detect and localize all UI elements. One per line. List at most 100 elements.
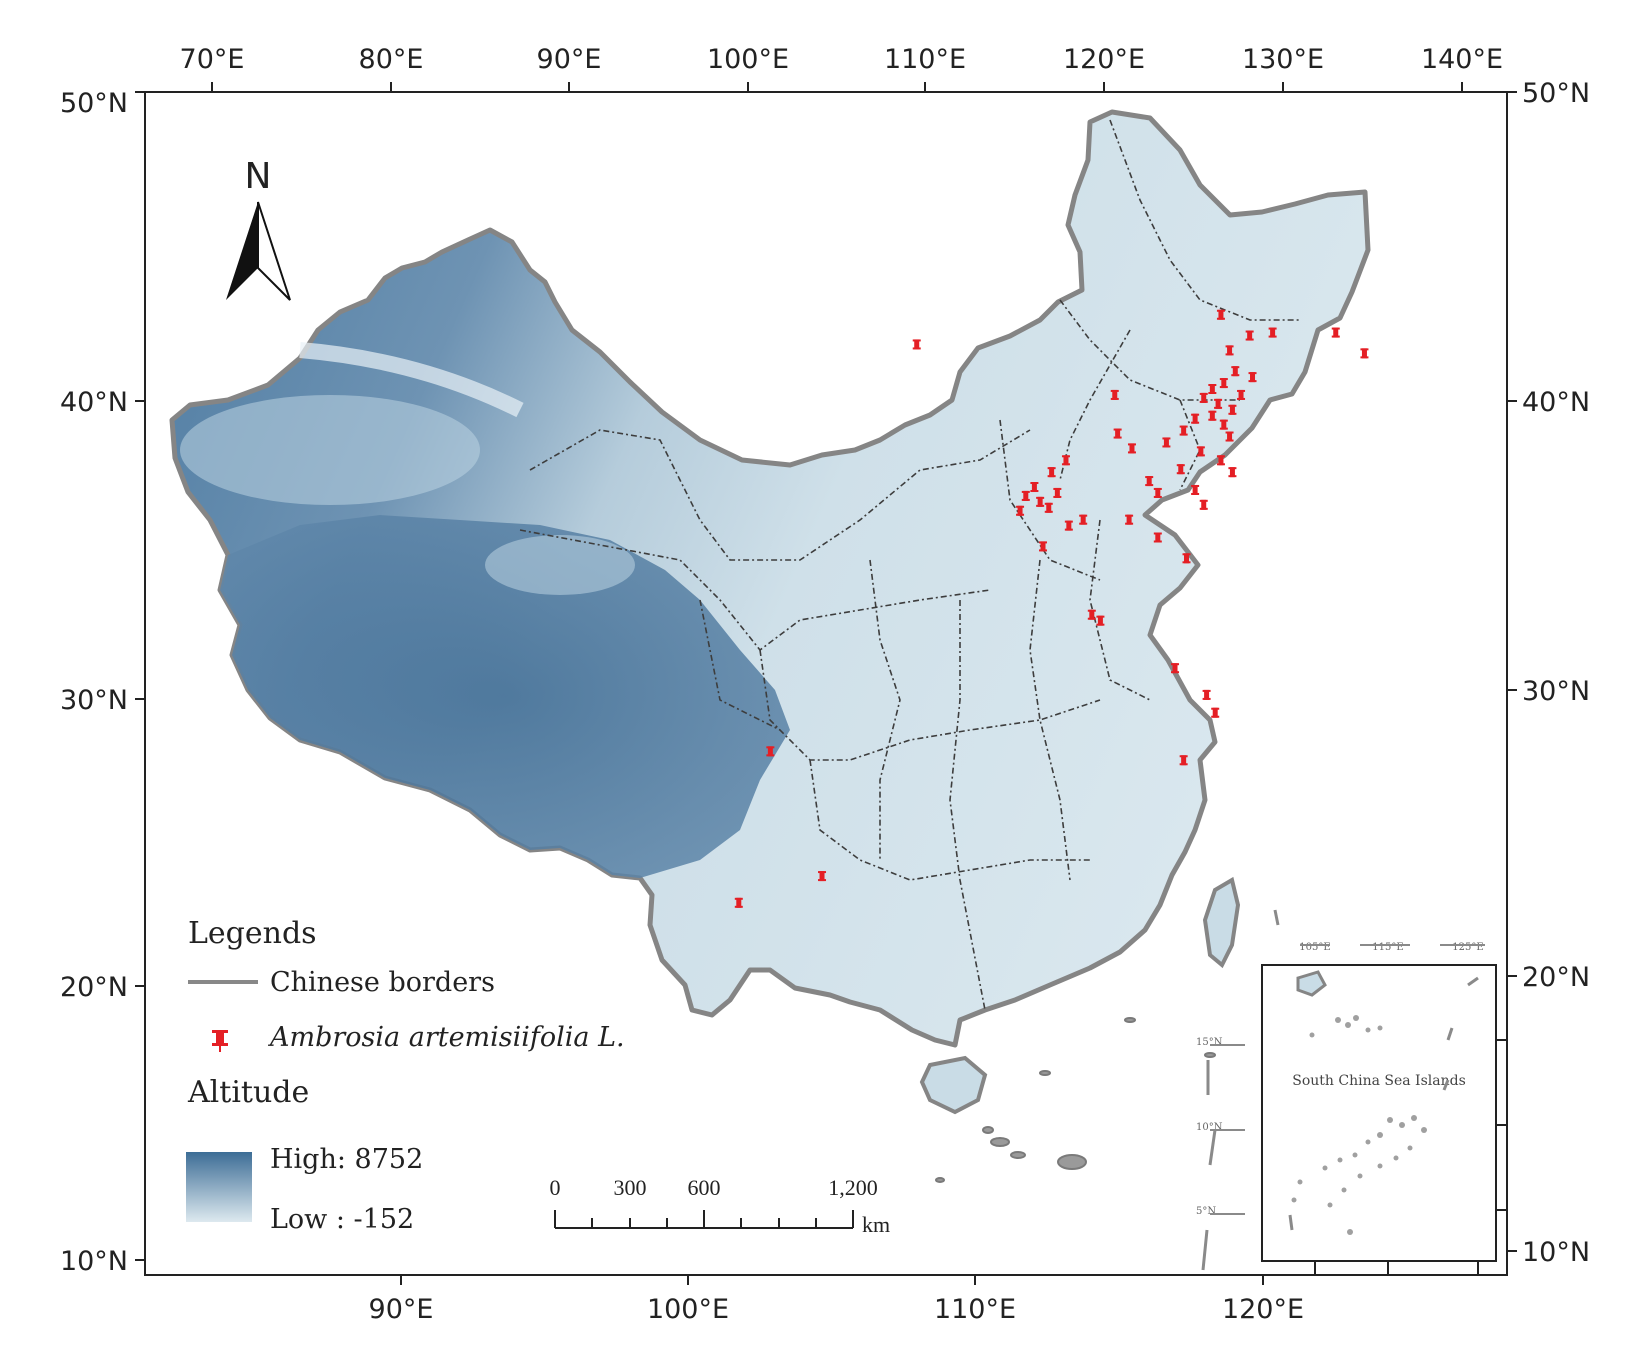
species-legend-marker-icon	[212, 1030, 228, 1052]
occurrence-marker	[1211, 707, 1220, 718]
species-legend-label: Ambrosia artemisiifolia L.	[267, 1022, 625, 1053]
top-axis-label: 90°E	[537, 44, 602, 75]
altitude-gradient-swatch	[186, 1152, 252, 1222]
top-axis-label: 110°E	[884, 44, 966, 75]
occurrence-marker	[1030, 482, 1039, 493]
occurrence-marker	[766, 746, 775, 757]
occurrence-marker	[1179, 755, 1188, 766]
inset-top-tick: 105°E	[1299, 942, 1330, 953]
occurrence-marker	[1199, 499, 1208, 510]
china-landmass	[169, 109, 1371, 1271]
occurrence-marker	[1219, 419, 1228, 430]
occurrence-marker	[1360, 348, 1369, 359]
left-axis-label: 40°N	[60, 387, 128, 418]
inset-left-tick: 10°N	[1196, 1122, 1223, 1133]
border-legend-label: Chinese borders	[270, 967, 495, 998]
occurrence-marker	[1171, 663, 1180, 674]
occurrence-marker	[734, 897, 743, 908]
occurrence-marker	[1125, 514, 1134, 525]
occurrence-marker	[1199, 392, 1208, 403]
left-axis-labels: 50°N 40°N 30°N 20°N 10°N	[60, 88, 128, 1277]
occurrence-marker	[1245, 330, 1254, 341]
occurrence-marker	[1228, 467, 1237, 478]
top-axis-label: 70°E	[180, 44, 245, 75]
altitude-high-label: High: 8752	[270, 1144, 423, 1175]
legend-title: Legends	[188, 916, 317, 951]
occurrence-marker	[1196, 446, 1205, 457]
right-axis-label: 50°N	[1522, 78, 1590, 109]
occurrence-marker	[1044, 502, 1053, 513]
bottom-axis-labels: 90°E 100°E 110°E 120°E	[369, 1294, 1305, 1325]
occurrence-marker	[1061, 455, 1070, 466]
occurrence-marker	[1110, 389, 1119, 400]
altitude-legend-title: Altitude	[187, 1075, 309, 1110]
occurrence-marker	[1053, 487, 1062, 498]
occurrence-marker	[1176, 464, 1185, 475]
occurrence-marker	[1225, 345, 1234, 356]
left-axis-label: 10°N	[60, 1246, 128, 1277]
occurrence-marker	[1219, 378, 1228, 389]
north-arrow: N	[226, 156, 291, 301]
occurrence-marker	[1113, 428, 1122, 439]
occurrence-marker	[1153, 487, 1162, 498]
occurrence-marker	[1225, 431, 1234, 442]
occurrence-marker	[1087, 609, 1096, 620]
scale-bar: 0 300 600 1,200 km	[550, 1175, 891, 1237]
top-axis-label: 80°E	[359, 44, 424, 75]
top-axis-label: 130°E	[1242, 44, 1324, 75]
occurrence-marker	[1016, 505, 1025, 516]
provincial-borders	[519, 119, 1300, 1011]
occurrence-marker	[1162, 437, 1171, 448]
scale-tick-label: 300	[614, 1175, 647, 1200]
south-china-sea-inset: 105°E 115°E 125°E 15°N 10°N 5°N South Ch…	[1196, 942, 1507, 1275]
occurrence-marker	[1216, 309, 1225, 320]
bottom-axis-label: 90°E	[369, 1294, 434, 1325]
occurrence-marker	[1047, 467, 1056, 478]
occurrence-marker	[1228, 404, 1237, 415]
occurrence-marker	[1064, 520, 1073, 531]
scale-tick-label: 1,200	[828, 1175, 878, 1200]
top-axis-ticks	[211, 82, 1463, 92]
north-arrow-label: N	[245, 156, 272, 197]
occurrence-marker	[1021, 490, 1030, 501]
top-axis-label: 100°E	[707, 44, 789, 75]
right-axis-label: 40°N	[1522, 387, 1590, 418]
occurrence-marker	[1191, 484, 1200, 495]
occurrence-marker	[1331, 327, 1340, 338]
occurrence-marker	[1268, 327, 1277, 338]
occurrence-marker	[818, 871, 827, 882]
occurrence-marker	[1202, 689, 1211, 700]
occurrence-marker	[1039, 541, 1048, 552]
right-axis-ticks	[1507, 91, 1517, 1252]
left-axis-ticks	[135, 91, 145, 1261]
left-axis-label: 30°N	[60, 685, 128, 716]
left-axis-label: 50°N	[60, 88, 128, 119]
scale-unit-label: km	[862, 1212, 890, 1237]
occurrence-marker	[1208, 384, 1217, 394]
top-axis-label: 140°E	[1421, 44, 1503, 75]
scale-tick-label: 0	[550, 1175, 561, 1200]
occurrence-marker	[1237, 389, 1246, 400]
occurrence-marker	[1096, 615, 1105, 626]
bottom-axis-label: 100°E	[647, 1294, 729, 1325]
occurrence-marker	[1153, 532, 1162, 543]
top-axis-labels: 70°E 80°E 90°E 100°E 110°E 120°E 130°E 1…	[180, 44, 1504, 75]
occurrence-marker	[1216, 455, 1225, 466]
occurrence-marker	[1248, 372, 1257, 383]
inset-top-tick: 125°E	[1452, 942, 1483, 953]
occurrence-marker	[1127, 443, 1136, 454]
occurrence-marker	[1231, 366, 1240, 377]
occurrence-marker	[1191, 413, 1200, 424]
right-axis-label: 30°N	[1522, 676, 1590, 707]
altitude-low-label: Low : -152	[270, 1204, 414, 1235]
right-axis-labels: 50°N 40°N 30°N 20°N 10°N	[1522, 78, 1590, 1268]
right-axis-label: 20°N	[1522, 962, 1590, 993]
occurrence-marker	[1179, 425, 1188, 436]
inset-top-tick: 115°E	[1372, 942, 1403, 953]
scale-tick-label: 600	[688, 1175, 721, 1200]
bottom-axis-label: 110°E	[934, 1294, 1016, 1325]
occurrence-marker	[1145, 476, 1154, 487]
occurrence-marker	[1182, 553, 1191, 564]
